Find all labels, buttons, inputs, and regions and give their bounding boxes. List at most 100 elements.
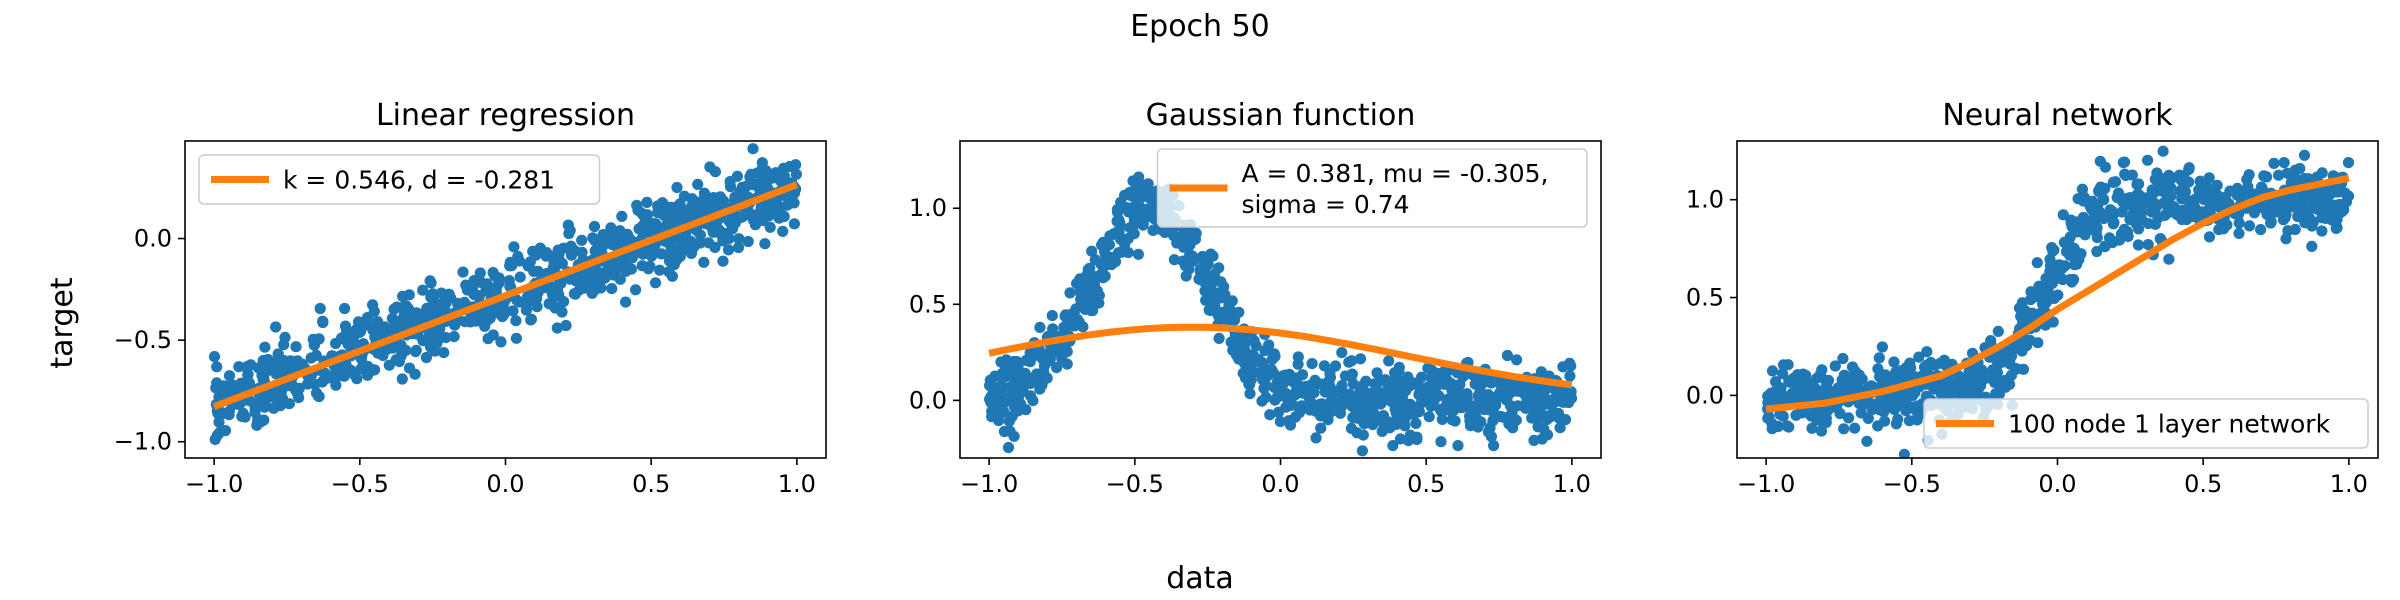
legend: A = 0.381, mu = -0.305,sigma = 0.74 xyxy=(1156,148,1588,228)
scatter-point xyxy=(1346,355,1358,367)
scatter-point xyxy=(352,316,365,328)
scatter-point xyxy=(1356,445,1368,457)
scatter-point xyxy=(2290,173,2302,185)
chart-panel-1: Linear regression −1.0 −0.5 0.0 0.5 1.0 −1.0 −0… xyxy=(114,98,827,498)
scatter-point xyxy=(1512,385,1524,397)
scatter-point xyxy=(1538,423,1550,435)
scatter-point xyxy=(208,351,221,363)
scatter-point xyxy=(1250,340,1262,352)
scatter-point xyxy=(1565,386,1577,398)
scatter-point xyxy=(1411,431,1423,443)
scatter-point xyxy=(506,260,518,272)
scatter-point xyxy=(729,195,741,207)
plot-area xyxy=(208,143,803,445)
scatter-point xyxy=(1245,362,1257,374)
scatter-point xyxy=(2242,181,2254,193)
scatter-point xyxy=(724,181,737,193)
scatter-point xyxy=(562,219,574,231)
scatter-point xyxy=(1004,425,1016,437)
scatter-point xyxy=(1034,383,1046,395)
scatter-point xyxy=(1991,354,2003,367)
scatter-point xyxy=(1318,360,1330,372)
scatter-point xyxy=(1849,422,1861,434)
legend: k = 0.546, d = -0.281 xyxy=(198,154,601,205)
scatter-point xyxy=(709,241,721,253)
scatter-point xyxy=(714,191,727,203)
scatter-point xyxy=(337,363,349,375)
scatter-point xyxy=(1329,404,1341,416)
x-tick-label: −1.0 xyxy=(1737,470,1795,498)
scatter-point xyxy=(1387,440,1399,452)
scatter-point xyxy=(1306,358,1318,370)
scatter-point xyxy=(1148,213,1160,225)
scatter-point xyxy=(2316,167,2328,179)
scatter-point xyxy=(2233,217,2245,229)
scatter-point xyxy=(2134,200,2146,213)
scatter-point xyxy=(2097,193,2109,205)
scatter-point xyxy=(312,390,324,402)
scatter-point xyxy=(692,178,704,190)
scatter-point xyxy=(1028,350,1041,362)
scatter-point xyxy=(663,255,676,267)
scatter-point xyxy=(1478,403,1490,416)
scatter-point xyxy=(1241,371,1253,383)
scatter-point xyxy=(1762,390,1774,402)
scatter-point xyxy=(1473,393,1485,406)
panel-title: Linear regression xyxy=(376,98,635,133)
scatter-point xyxy=(1861,435,1873,447)
scatter-point xyxy=(2273,169,2285,181)
scatter-point xyxy=(2046,267,2058,279)
fit-line xyxy=(212,181,799,410)
scatter-point xyxy=(1921,346,1933,358)
x-tick-label: −0.5 xyxy=(1883,470,1941,498)
scatter-point xyxy=(1846,383,1858,395)
scatter-point xyxy=(213,416,225,428)
scatter-point xyxy=(1991,367,2003,379)
y-tick-label: −1.0 xyxy=(114,428,172,456)
scatter-point xyxy=(1865,398,1877,410)
scatter-point xyxy=(2142,239,2154,251)
scatter-point xyxy=(678,190,691,202)
scatter-point xyxy=(2306,220,2318,232)
scatter-point xyxy=(1080,302,1092,314)
scatter-point xyxy=(2281,167,2293,179)
scatter-point xyxy=(759,238,771,250)
scatter-point xyxy=(259,341,271,353)
scatter-point xyxy=(639,211,651,224)
scatter-point xyxy=(1892,413,1904,425)
scatter-point xyxy=(1024,377,1037,389)
scatter-point xyxy=(1207,250,1219,262)
scatter-point xyxy=(252,362,265,374)
scatter-point xyxy=(240,361,252,373)
scatter-point xyxy=(236,410,248,422)
scatter-point xyxy=(2298,149,2311,161)
scatter-point xyxy=(2077,195,2090,207)
scatter-point xyxy=(2124,214,2136,226)
x-tick-label: −0.5 xyxy=(1106,470,1164,498)
scatter-point xyxy=(1357,429,1369,441)
scatter-point xyxy=(1212,309,1224,321)
scatter-point xyxy=(630,284,642,296)
scatter-point xyxy=(1397,375,1409,387)
scatter-point xyxy=(1422,362,1434,374)
scatter-point xyxy=(778,210,790,223)
scatter-point xyxy=(2142,154,2154,166)
scatter-point xyxy=(616,210,628,222)
scatter-point xyxy=(383,359,395,371)
scatter-point xyxy=(421,302,433,314)
scatter-point xyxy=(1777,368,1789,380)
scatter-point xyxy=(588,220,601,233)
scatter-point xyxy=(427,288,439,300)
scatter-point xyxy=(1292,378,1304,391)
scatter-point xyxy=(722,244,735,256)
scatter-point xyxy=(349,369,361,381)
scatter-point xyxy=(2091,212,2103,224)
scatter-point xyxy=(1929,359,1941,371)
scatter-point xyxy=(2095,181,2107,193)
scatter-point xyxy=(218,407,230,419)
scatter-point xyxy=(1879,415,1891,427)
scatter-point xyxy=(1336,347,1348,359)
scatter-point xyxy=(587,279,599,291)
scatter-point xyxy=(258,414,270,426)
scatter-point xyxy=(258,371,270,383)
